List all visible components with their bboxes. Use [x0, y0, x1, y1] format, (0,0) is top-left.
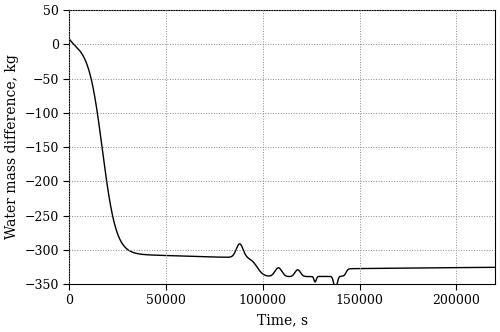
- X-axis label: Time, s: Time, s: [256, 313, 308, 327]
- Y-axis label: Water mass difference, kg: Water mass difference, kg: [5, 54, 19, 239]
